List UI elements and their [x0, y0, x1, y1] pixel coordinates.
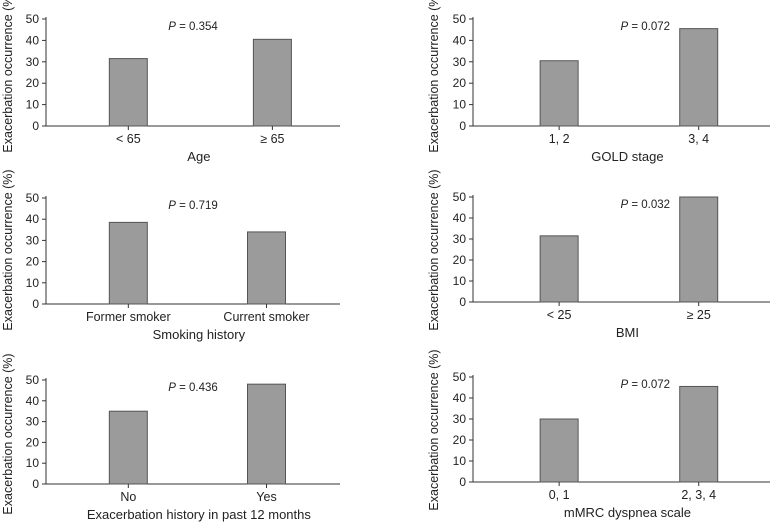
- x-tick-label: 2, 3, 4: [681, 488, 716, 502]
- x-tick-label: ≥ 65: [260, 132, 284, 146]
- x-tick-label: ≥ 25: [687, 308, 711, 322]
- bar: [539, 418, 579, 483]
- p-value-text: = 0.354: [176, 21, 218, 33]
- bar: [679, 196, 719, 303]
- chart-panel-2: 0 10 20 30 40 50 1, 2 3, 4 GOLD stage Exacerbatio…: [427, 0, 770, 164]
- y-axis-title: Exacerbation occurrence (%): [1, 353, 15, 514]
- p-value-text: = 0.032: [628, 199, 670, 211]
- y-tick-label: 50: [26, 12, 40, 26]
- chart-panel-3: 0 10 20 30 40 50 Former smoker Current smoker Sm…: [1, 169, 340, 342]
- chart-panel-5: 0 10 20 30 40 50 No Yes Exacerbation history in …: [1, 353, 340, 522]
- y-tick-label: 50: [453, 190, 467, 204]
- x-tick-label: 0, 1: [549, 488, 570, 502]
- y-tick-label: 20: [453, 433, 467, 447]
- bar: [247, 383, 286, 485]
- y-tick-label: 20: [26, 76, 40, 90]
- p-symbol: P: [620, 21, 628, 33]
- chart-panel-6: 0 10 20 30 40 50 0, 1 2, 3, 4 mMRC dyspnea scale…: [427, 349, 770, 520]
- y-axis-title: Exacerbation occurrence (%): [1, 169, 15, 330]
- p-symbol: P: [168, 200, 176, 212]
- y-tick-label: 10: [26, 98, 40, 112]
- y-tick-label: 50: [26, 373, 40, 387]
- x-tick-label: 3, 4: [688, 132, 709, 146]
- p-value-text: = 0.072: [628, 379, 670, 391]
- y-tick-label: 40: [453, 33, 467, 47]
- bar: [539, 60, 579, 127]
- y-tick-label: 30: [453, 412, 467, 426]
- x-axis-title: BMI: [616, 325, 639, 340]
- x-axis-title: Smoking history: [153, 327, 246, 342]
- chart-panel-4: 0 10 20 30 40 50 < 25 ≥ 25 BMI Exacerbation occur…: [427, 169, 770, 340]
- bar: [108, 221, 148, 305]
- y-tick-label: 20: [26, 435, 40, 449]
- y-axis-title: Exacerbation occurrence (%): [427, 349, 441, 510]
- x-tick-label: Yes: [256, 490, 276, 504]
- x-axis-title: Age: [187, 149, 210, 164]
- x-tick-label: < 65: [116, 132, 141, 146]
- x-axis-title: mMRC dyspnea scale: [564, 505, 691, 520]
- y-tick-label: 40: [453, 391, 467, 405]
- x-tick-label: 1, 2: [549, 132, 570, 146]
- p-value-annotation: P = 0.032: [620, 199, 670, 211]
- x-tick-label: Current smoker: [223, 310, 309, 324]
- y-tick-label: 10: [26, 276, 40, 290]
- bar: [679, 28, 719, 127]
- y-tick-label: 30: [26, 233, 40, 247]
- y-tick-label: 30: [453, 232, 467, 246]
- y-tick-label: 0: [459, 295, 466, 309]
- p-value-text: = 0.719: [176, 200, 218, 212]
- p-value-text: = 0.436: [176, 382, 218, 394]
- bar: [679, 385, 719, 483]
- y-tick-label: 10: [453, 454, 467, 468]
- p-symbol: P: [620, 199, 628, 211]
- y-tick-label: 50: [453, 370, 467, 384]
- y-tick-label: 30: [26, 55, 40, 69]
- y-tick-label: 0: [32, 297, 39, 311]
- x-axis-title: Exacerbation history in past 12 months: [87, 507, 312, 522]
- y-tick-label: 30: [26, 415, 40, 429]
- p-value-annotation: P = 0.072: [620, 379, 670, 391]
- p-value-annotation: P = 0.072: [620, 21, 670, 33]
- y-tick-label: 0: [32, 477, 39, 491]
- bar: [108, 58, 148, 127]
- y-tick-label: 20: [453, 76, 467, 90]
- bar: [108, 410, 148, 485]
- p-value-annotation: P = 0.719: [168, 200, 218, 212]
- y-axis-title: Exacerbation occurrence (%): [427, 169, 441, 330]
- p-symbol: P: [620, 379, 628, 391]
- y-tick-label: 10: [26, 456, 40, 470]
- y-tick-label: 40: [26, 212, 40, 226]
- y-tick-label: 10: [453, 274, 467, 288]
- bar: [247, 231, 286, 305]
- p-symbol: P: [168, 382, 176, 394]
- x-tick-label: No: [120, 490, 136, 504]
- y-tick-label: 50: [453, 12, 467, 26]
- y-tick-label: 30: [453, 55, 467, 69]
- y-axis-title: Exacerbation occurrence (%): [427, 0, 441, 153]
- y-tick-label: 0: [459, 119, 466, 133]
- x-tick-label: < 25: [547, 308, 572, 322]
- bar: [539, 235, 579, 303]
- p-value-text: = 0.072: [628, 21, 670, 33]
- x-axis-title: GOLD stage: [591, 149, 663, 164]
- y-tick-label: 50: [26, 191, 40, 205]
- y-tick-label: 20: [453, 253, 467, 267]
- bar: [252, 38, 292, 127]
- chart-panel-1: 0 10 20 30 40 50 < 65 ≥ 65 Age Exacerbation occur…: [1, 0, 340, 164]
- y-axis-title: Exacerbation occurrence (%): [1, 0, 15, 153]
- y-tick-label: 40: [26, 33, 40, 47]
- y-tick-label: 40: [26, 394, 40, 408]
- x-tick-label: Former smoker: [86, 310, 171, 324]
- y-tick-label: 20: [26, 255, 40, 269]
- y-tick-label: 0: [459, 475, 466, 489]
- p-value-annotation: P = 0.436: [168, 382, 218, 394]
- y-tick-label: 10: [453, 98, 467, 112]
- y-tick-label: 0: [32, 119, 39, 133]
- p-value-annotation: P = 0.354: [168, 21, 218, 33]
- y-tick-label: 40: [453, 211, 467, 225]
- p-symbol: P: [168, 21, 176, 33]
